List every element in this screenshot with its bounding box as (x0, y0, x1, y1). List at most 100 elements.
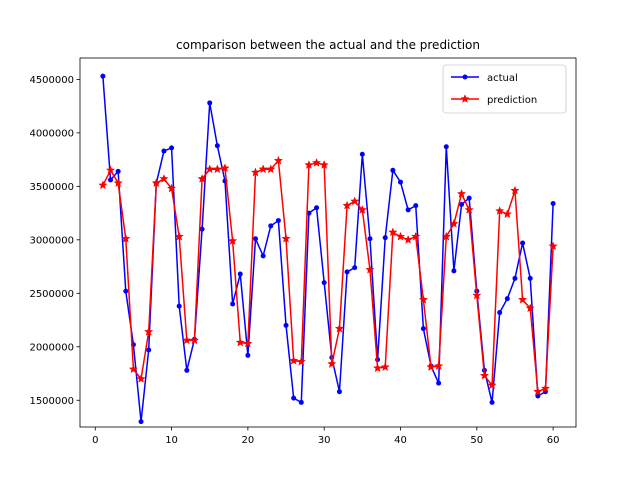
data-point-actual (413, 203, 419, 209)
data-point-prediction (540, 383, 551, 393)
data-point-actual (199, 226, 205, 232)
data-point-actual (497, 310, 503, 316)
x-tick-label: 60 (547, 435, 560, 446)
x-tick-label: 50 (470, 435, 483, 446)
data-point-prediction (113, 178, 123, 188)
data-point-actual (390, 167, 396, 173)
data-point-prediction (395, 231, 406, 241)
data-point-actual (314, 205, 320, 211)
data-point-prediction (128, 364, 139, 374)
data-point-actual (138, 419, 144, 425)
data-point-actual (550, 200, 556, 206)
y-tick-label: 2000000 (29, 342, 74, 353)
data-point-prediction (533, 386, 543, 396)
data-point-actual (298, 399, 304, 405)
data-point-prediction (166, 183, 177, 193)
data-point-actual (443, 144, 449, 150)
data-point-actual (451, 268, 457, 274)
y-tick-label: 4500000 (29, 75, 74, 86)
data-point-prediction (365, 264, 375, 274)
data-point-prediction (456, 188, 467, 198)
data-point-prediction (136, 373, 146, 383)
data-point-actual (230, 301, 236, 307)
data-point-actual (382, 235, 388, 241)
legend: actual prediction (442, 64, 567, 114)
data-point-prediction (449, 218, 459, 228)
data-point-prediction (289, 355, 299, 365)
data-point-actual (253, 236, 259, 242)
data-point-prediction (258, 164, 268, 174)
data-point-prediction (342, 200, 352, 210)
data-point-actual (535, 393, 541, 399)
data-point-actual (260, 253, 266, 259)
data-point-prediction (189, 335, 200, 345)
data-point-prediction (433, 361, 444, 370)
data-point-actual (512, 275, 518, 281)
data-point-actual (459, 202, 465, 208)
data-point-prediction (144, 326, 154, 336)
legend-marker-prediction (460, 94, 470, 103)
data-point-prediction (327, 359, 337, 368)
data-point-prediction (296, 356, 306, 366)
legend-label-actual: actual (487, 73, 518, 84)
data-point-prediction (388, 227, 398, 237)
data-point-prediction (281, 233, 291, 243)
x-tick-label: 10 (165, 435, 178, 446)
data-point-actual (336, 389, 342, 395)
data-point-actual (352, 265, 358, 271)
data-point-prediction (495, 206, 505, 215)
data-point-prediction (197, 173, 207, 183)
data-point-actual (268, 223, 274, 229)
data-point-prediction (380, 362, 390, 372)
data-point-prediction (311, 157, 322, 167)
data-point-prediction (319, 160, 329, 169)
data-point-prediction (479, 370, 490, 380)
data-point-prediction (205, 164, 215, 174)
data-point-prediction (464, 204, 474, 214)
data-point-actual (123, 288, 129, 294)
data-point-actual (466, 195, 472, 201)
data-point-actual (100, 73, 106, 79)
data-point-prediction (426, 362, 436, 372)
data-point-prediction (151, 178, 161, 188)
series-line-prediction (102, 159, 554, 393)
x-tick-label: 30 (318, 435, 331, 446)
data-point-prediction (334, 323, 345, 333)
data-point-actual (321, 280, 327, 286)
data-point-prediction (350, 196, 360, 206)
data-point-prediction (418, 294, 429, 304)
data-point-actual (527, 275, 533, 281)
data-point-actual (207, 100, 213, 106)
data-point-prediction (548, 241, 558, 251)
data-point-prediction (98, 180, 108, 190)
data-point-actual (169, 145, 175, 151)
data-point-prediction (266, 164, 276, 174)
data-point-prediction (105, 165, 116, 175)
x-tick-label: 40 (394, 435, 407, 446)
chart-title: comparison between the actual and the pr… (176, 38, 480, 52)
data-point-prediction (403, 234, 413, 244)
data-point-actual (291, 395, 297, 401)
data-point-prediction (525, 303, 535, 313)
data-point-actual (359, 151, 365, 157)
data-point-prediction (472, 290, 482, 300)
legend-marker-actual (462, 74, 468, 80)
data-point-actual (161, 148, 167, 154)
data-point-actual (283, 322, 289, 328)
y-tick-label: 2500000 (29, 289, 74, 300)
data-point-actual (420, 326, 426, 332)
data-point-actual (367, 236, 373, 242)
y-tick-label: 1500000 (29, 396, 74, 407)
data-point-actual (436, 380, 442, 386)
data-point-prediction (441, 231, 451, 241)
data-point-actual (214, 143, 220, 149)
data-point-actual (176, 303, 182, 309)
data-point-prediction (510, 185, 520, 195)
data-point-actual (397, 179, 403, 185)
data-point-prediction (304, 160, 314, 169)
data-point-prediction (159, 173, 169, 183)
data-point-prediction (372, 363, 383, 373)
data-point-prediction (227, 236, 238, 245)
data-point-prediction (220, 163, 230, 173)
